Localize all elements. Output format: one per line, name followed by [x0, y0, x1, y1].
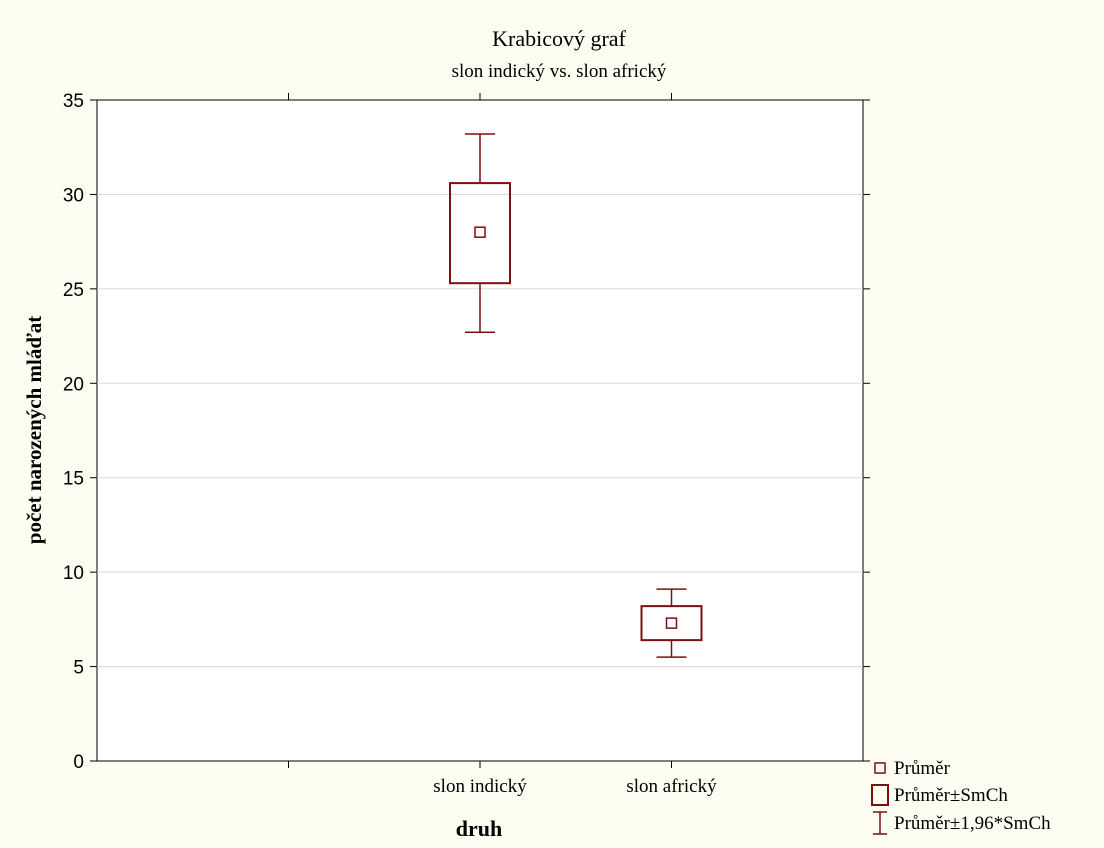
y-axis-label: počet narozených mláďat	[22, 316, 46, 544]
legend-label: Průměr	[894, 758, 951, 779]
x-axis-label: druh	[456, 816, 502, 841]
y-tick-label: 5	[73, 658, 84, 679]
chart-title: Krabicový graf	[492, 26, 626, 51]
x-tick-label: slon africký	[626, 776, 717, 797]
chart-subtitle: slon indický vs. slon africký	[452, 61, 667, 82]
y-tick-label: 10	[63, 563, 84, 584]
y-tick-label: 15	[63, 469, 84, 490]
box-group	[449, 133, 511, 334]
legend: Průměr Průměr±SmCh Průměr±1,96*SmCh	[871, 758, 1051, 835]
box-rect	[640, 605, 703, 642]
legend-label: Průměr±1,96*SmCh	[894, 813, 1051, 834]
legend-item: Průměr±1,96*SmCh	[873, 811, 1051, 835]
legend-item: Průměr±SmCh	[871, 784, 1008, 806]
y-tick-label: 25	[63, 280, 84, 301]
y-tick-label: 0	[73, 752, 84, 773]
axes: 0 5 10 15 20 25 30 35 slon indický slon africký	[63, 91, 870, 797]
legend-mean-icon	[874, 762, 886, 774]
mean-marker	[665, 617, 678, 629]
y-tick-label: 20	[63, 374, 84, 395]
mean-marker	[474, 226, 486, 238]
box-group	[640, 588, 703, 658]
legend-item: Průměr	[874, 758, 951, 779]
x-tick-label: slon indický	[433, 776, 527, 797]
boxes	[449, 133, 703, 658]
box-rect	[449, 182, 511, 285]
plot-area	[96, 99, 864, 762]
y-tick-label: 35	[63, 91, 84, 112]
y-tick-label: 30	[63, 185, 84, 206]
legend-label: Průměr±SmCh	[894, 785, 1008, 806]
legend-box-icon	[871, 784, 889, 806]
